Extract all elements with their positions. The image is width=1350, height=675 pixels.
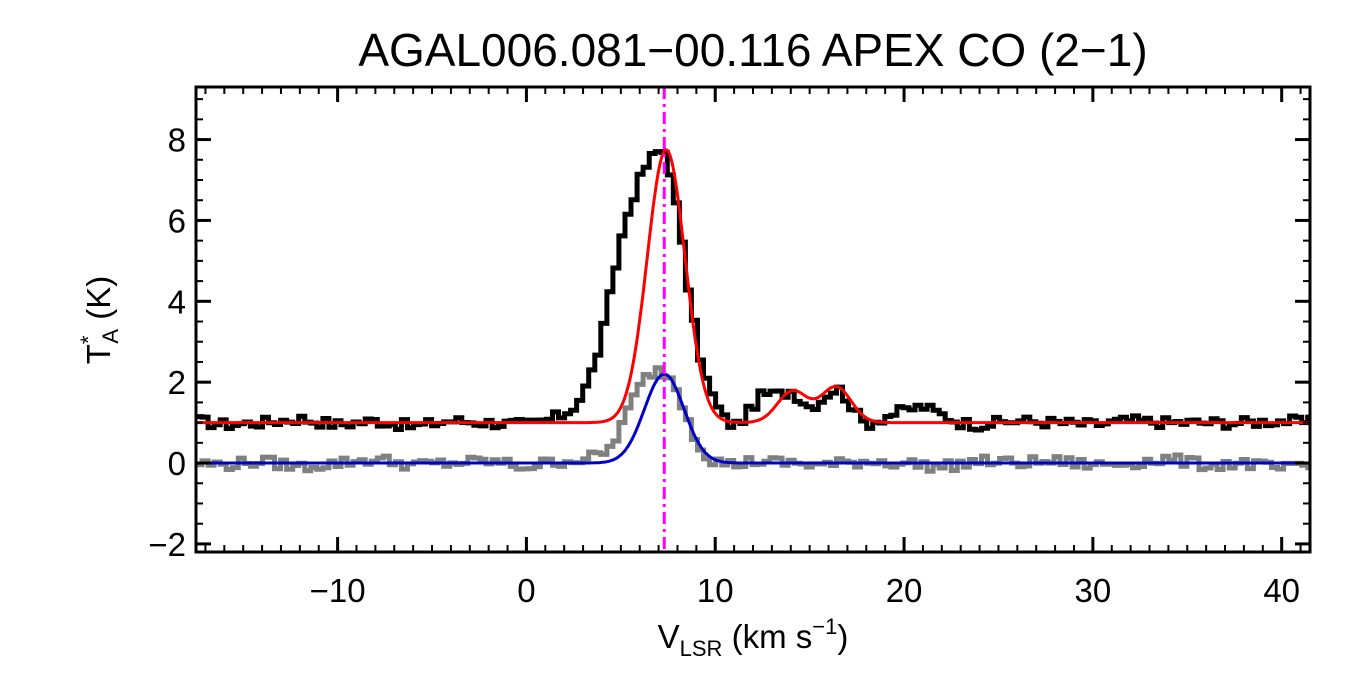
- x-tick-label: 20: [886, 572, 923, 609]
- y-tick-label: 4: [168, 283, 186, 320]
- y-tick-label: 6: [168, 202, 186, 239]
- x-tick-label: −10: [310, 572, 366, 609]
- x-tick-label: 40: [1263, 572, 1300, 609]
- spectrum-line-spectrum: [196, 365, 1311, 474]
- x-axis-label: VLSR (km s−1): [658, 614, 849, 661]
- y-tick-label: 0: [168, 445, 186, 482]
- fit-line-fit-offset: [196, 147, 1310, 425]
- ticks-layer: −10 0 10 20 30 40 −2 0 2 4 6 8: [148, 87, 1310, 609]
- plot-frame: [194, 85, 1312, 554]
- fit-line-fit: [196, 372, 1310, 465]
- y-tick-label: −2: [148, 526, 186, 563]
- y-axis-label: T*A (K): [76, 276, 123, 365]
- x-tick-label: 0: [517, 572, 535, 609]
- y-tick-label: 8: [168, 122, 186, 159]
- chart-title: AGAL006.081−00.116 APEX CO (2−1): [358, 24, 1147, 76]
- y-tick-label: 2: [168, 364, 186, 401]
- series-layer: [196, 147, 1311, 474]
- plot-area: −10 0 10 20 30 40 −2 0 2 4 6 8: [148, 85, 1312, 609]
- x-tick-label: 10: [697, 572, 734, 609]
- spectrum-line-spectrum-offset: [196, 149, 1311, 433]
- x-tick-label: 30: [1075, 572, 1112, 609]
